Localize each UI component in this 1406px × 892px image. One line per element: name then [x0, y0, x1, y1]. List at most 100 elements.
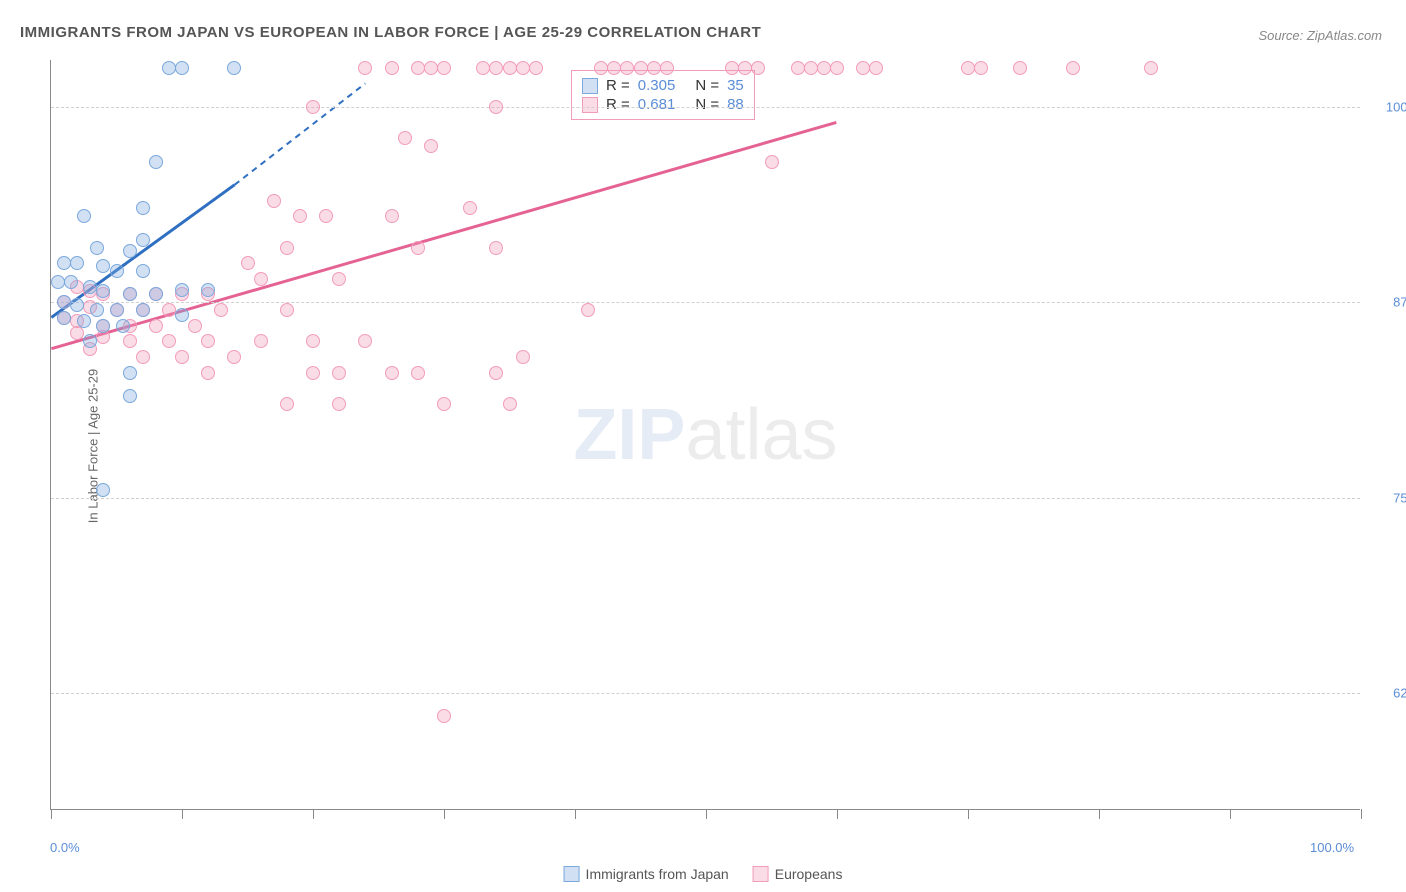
x-tick	[837, 809, 838, 819]
point-european	[293, 209, 307, 223]
point-european	[358, 61, 372, 75]
point-european	[1066, 61, 1080, 75]
point-european	[437, 397, 451, 411]
point-european	[424, 139, 438, 153]
point-european	[1144, 61, 1158, 75]
gridline	[51, 107, 1360, 108]
point-european	[647, 61, 661, 75]
point-european	[516, 61, 530, 75]
point-japan	[149, 155, 163, 169]
point-japan	[70, 298, 84, 312]
point-european	[856, 61, 870, 75]
point-european	[280, 241, 294, 255]
point-european	[149, 319, 163, 333]
chart-title: IMMIGRANTS FROM JAPAN VS EUROPEAN IN LAB…	[20, 24, 761, 41]
point-japan	[175, 283, 189, 297]
point-european	[869, 61, 883, 75]
point-japan	[149, 287, 163, 301]
point-european	[136, 350, 150, 364]
point-japan	[162, 61, 176, 75]
point-european	[319, 209, 333, 223]
point-european	[751, 61, 765, 75]
point-european	[241, 256, 255, 270]
point-japan	[201, 283, 215, 297]
point-european	[162, 334, 176, 348]
point-european	[201, 366, 215, 380]
point-japan	[227, 61, 241, 75]
legend-item-europeans: Europeans	[753, 866, 843, 882]
point-japan	[96, 483, 110, 497]
point-japan	[90, 241, 104, 255]
point-japan	[57, 311, 71, 325]
point-european	[489, 241, 503, 255]
point-japan	[96, 259, 110, 273]
point-japan	[175, 61, 189, 75]
point-japan	[123, 366, 137, 380]
point-european	[306, 366, 320, 380]
point-japan	[57, 295, 71, 309]
point-european	[1013, 61, 1027, 75]
swatch-blue-icon	[582, 78, 598, 94]
point-european	[306, 334, 320, 348]
point-european	[385, 209, 399, 223]
point-japan	[77, 209, 91, 223]
swatch-pink-icon	[753, 866, 769, 882]
point-european	[594, 61, 608, 75]
legend-item-japan: Immigrants from Japan	[564, 866, 729, 882]
stats-row-japan: R = 0.305 N = 35	[582, 77, 744, 94]
point-european	[411, 241, 425, 255]
x-tick	[313, 809, 314, 819]
x-tick	[182, 809, 183, 819]
point-european	[660, 61, 674, 75]
point-japan	[90, 303, 104, 317]
point-european	[634, 61, 648, 75]
point-european	[489, 366, 503, 380]
point-european	[162, 303, 176, 317]
gridline	[51, 302, 1360, 303]
point-european	[398, 131, 412, 145]
point-european	[503, 61, 517, 75]
x-tick	[575, 809, 576, 819]
x-tick	[1230, 809, 1231, 819]
source-attribution: Source: ZipAtlas.com	[1258, 28, 1382, 43]
point-european	[738, 61, 752, 75]
point-european	[476, 61, 490, 75]
point-japan	[96, 319, 110, 333]
point-european	[358, 334, 372, 348]
point-japan	[136, 303, 150, 317]
point-european	[411, 366, 425, 380]
plot-area: ZIPatlas R = 0.305 N = 35 R = 0.681 N = …	[50, 60, 1360, 810]
point-european	[254, 334, 268, 348]
point-european	[254, 272, 268, 286]
point-japan	[96, 284, 110, 298]
point-japan	[110, 303, 124, 317]
point-japan	[123, 244, 137, 258]
point-european	[437, 61, 451, 75]
point-european	[332, 366, 346, 380]
point-european	[332, 272, 346, 286]
watermark: ZIPatlas	[573, 394, 837, 476]
point-european	[437, 709, 451, 723]
point-european	[267, 194, 281, 208]
x-tick	[51, 809, 52, 819]
y-tick-label: 100.0%	[1370, 99, 1406, 114]
point-japan	[123, 389, 137, 403]
y-tick-label: 62.5%	[1370, 685, 1406, 700]
point-japan	[123, 287, 137, 301]
x-tick	[1361, 809, 1362, 819]
x-tick	[1099, 809, 1100, 819]
point-japan	[70, 256, 84, 270]
x-tick	[444, 809, 445, 819]
point-japan	[83, 334, 97, 348]
point-japan	[77, 314, 91, 328]
trend-lines	[51, 60, 1360, 809]
point-japan	[83, 280, 97, 294]
point-european	[424, 61, 438, 75]
point-european	[332, 397, 346, 411]
point-european	[385, 61, 399, 75]
point-european	[489, 100, 503, 114]
point-japan	[136, 233, 150, 247]
swatch-pink-icon	[582, 97, 598, 113]
point-european	[817, 61, 831, 75]
bottom-legend: Immigrants from Japan Europeans	[564, 866, 843, 882]
